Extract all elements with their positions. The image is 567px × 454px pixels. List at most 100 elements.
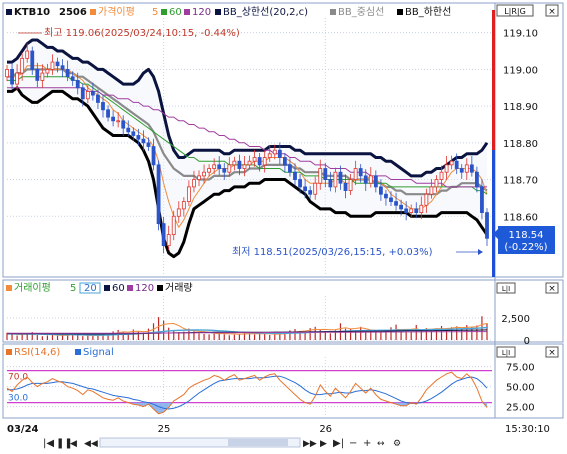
legend-ma120: 120 xyxy=(192,7,211,18)
price-axis-up-strip xyxy=(492,10,495,150)
legend-marker xyxy=(104,285,110,291)
candle-body xyxy=(308,190,313,195)
candle-body xyxy=(262,157,267,166)
volume-legend-ma20: 20 xyxy=(84,283,97,294)
volume-legend-ma5: 5 xyxy=(70,283,76,294)
rsi-oversold-fill xyxy=(153,402,159,414)
rsi-oversold-fill xyxy=(168,402,174,408)
candle-body xyxy=(485,212,489,239)
candle-body xyxy=(80,87,85,100)
time-axis-label: 03/24 xyxy=(7,424,39,435)
prev-icon[interactable]: ◀ xyxy=(70,439,77,449)
rsi-oversold-fill xyxy=(401,402,407,406)
candle-body xyxy=(409,208,414,213)
candle-body xyxy=(384,193,388,199)
price-tick-label: 119.00 xyxy=(503,65,538,76)
candle-body xyxy=(70,76,75,81)
rsi-level-label: 70.0 xyxy=(8,373,28,383)
candle-body xyxy=(469,164,474,173)
candle-body xyxy=(363,175,368,184)
zoom-in-icon[interactable]: + xyxy=(363,438,371,449)
legend-bb-upper: BB_상한선(20,2,c) xyxy=(223,6,308,18)
price-axis-mode-toggle[interactable] xyxy=(496,4,534,17)
settings-icon[interactable]: ⚙ xyxy=(393,439,401,449)
rewind-icon[interactable]: ◀◀ xyxy=(84,439,98,449)
candle-body xyxy=(353,168,358,180)
candle-body xyxy=(303,186,308,191)
volume-panel-close-button[interactable] xyxy=(545,282,559,294)
rsi-panel-close-button[interactable] xyxy=(545,346,559,358)
rsi-line xyxy=(6,371,488,415)
close-icon: × xyxy=(548,284,556,294)
close-icon: × xyxy=(548,7,556,17)
candle-body xyxy=(181,201,186,210)
candle-body xyxy=(151,146,156,166)
first-icon[interactable]: |◀ xyxy=(43,438,54,449)
candle-body xyxy=(272,149,277,155)
rsi-axis-mode-toggle[interactable] xyxy=(496,346,516,358)
legend-ma60: 60 xyxy=(169,7,182,18)
rsi-legend-rsi: RSI(14,6) xyxy=(14,347,60,358)
candle-body xyxy=(373,175,378,188)
price-tick-label: 118.60 xyxy=(503,212,538,223)
candle-body xyxy=(424,193,429,206)
volume-legend-label: 거래량 xyxy=(165,282,193,294)
legend-marker xyxy=(330,9,336,15)
candle-body xyxy=(323,168,328,180)
bb-band-fill xyxy=(7,40,487,257)
rsi-tick-label: 75.00 xyxy=(506,363,535,374)
rsi-legend: RSI(14,6) Signal xyxy=(6,347,114,358)
price-panel-close-button[interactable] xyxy=(545,4,559,17)
scrollbar-track[interactable] xyxy=(99,437,301,448)
time-axis-label: 25 xyxy=(158,424,171,435)
candle-body xyxy=(186,186,191,202)
rsi-axis-mode-label: L|I xyxy=(502,349,510,357)
candle-body xyxy=(197,175,201,180)
current-time-label: 15:30:10 xyxy=(505,424,550,435)
candle-body xyxy=(282,157,287,166)
bb-mid-line xyxy=(7,68,488,196)
candle-body xyxy=(394,201,398,206)
candle-body xyxy=(404,208,409,213)
candle-body xyxy=(50,61,55,70)
candle-body xyxy=(368,175,373,184)
legend-bb-lower: BB_하한선 xyxy=(405,5,451,18)
candle-body xyxy=(5,69,9,78)
price-axis-down-strip xyxy=(492,150,495,277)
candle-body xyxy=(237,160,242,169)
rsi-tick-label: 25.00 xyxy=(506,403,535,414)
candle-body xyxy=(75,80,80,89)
candle-body xyxy=(166,234,171,247)
legend-marker xyxy=(90,9,96,15)
last-icon[interactable]: ▶| xyxy=(333,438,344,449)
candle-body xyxy=(333,171,338,188)
pause-icon[interactable]: ❚❚ xyxy=(56,438,73,449)
candle-body xyxy=(10,69,14,85)
legend-marker xyxy=(397,9,403,15)
candle-body xyxy=(480,186,484,213)
candle-body xyxy=(15,72,20,85)
candle-body xyxy=(313,182,318,195)
candle-body xyxy=(60,65,65,70)
candle-body xyxy=(419,204,424,213)
scroll-thumb[interactable] xyxy=(228,439,288,446)
candle-body xyxy=(414,208,419,213)
price-tick-label: 118.80 xyxy=(503,139,538,150)
price-axis-mode-label: L|R|G xyxy=(504,7,526,16)
low-annotation: 최저 118.51(2025/03/26,15:15, +0.03%) xyxy=(232,246,433,258)
zoom-out-icon[interactable]: − xyxy=(349,438,357,449)
candle-body xyxy=(378,186,383,195)
forward-icon[interactable]: ▶▶ xyxy=(303,439,317,449)
volume-axis-mode-toggle[interactable] xyxy=(496,282,516,294)
candle-body xyxy=(267,153,272,158)
candle-body xyxy=(459,168,464,173)
ma60-line xyxy=(7,76,488,195)
next-icon[interactable]: ▶ xyxy=(320,439,327,449)
candle-body xyxy=(212,164,217,169)
candle-body xyxy=(90,91,95,96)
candle-body xyxy=(106,109,110,118)
candle-body xyxy=(136,135,141,140)
candle-body xyxy=(146,142,151,147)
zoom-reset-icon[interactable]: ↔ xyxy=(377,439,385,449)
